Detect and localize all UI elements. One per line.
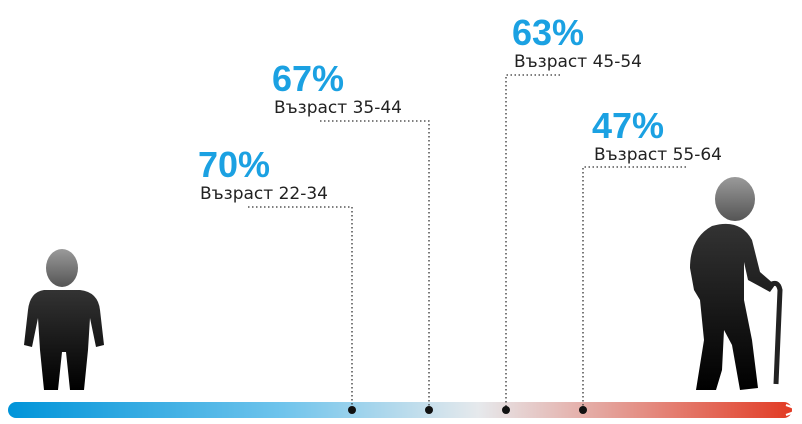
elderly-person-icon: [690, 177, 783, 390]
percent: 63%: [512, 12, 584, 53]
age-label: Възраст 45-54: [514, 52, 642, 72]
leader-lines: [248, 74, 686, 410]
age-label: Възраст 35-44: [274, 98, 402, 118]
young-person-icon: [24, 249, 104, 390]
timeline-dots: [348, 406, 587, 414]
age-label: Възраст 55-64: [594, 145, 722, 165]
percent: 47%: [592, 105, 664, 146]
percent: 70%: [198, 144, 270, 185]
percent: 67%: [272, 58, 344, 99]
age-label: Възраст 22-34: [200, 184, 328, 204]
timeline: [8, 402, 802, 418]
